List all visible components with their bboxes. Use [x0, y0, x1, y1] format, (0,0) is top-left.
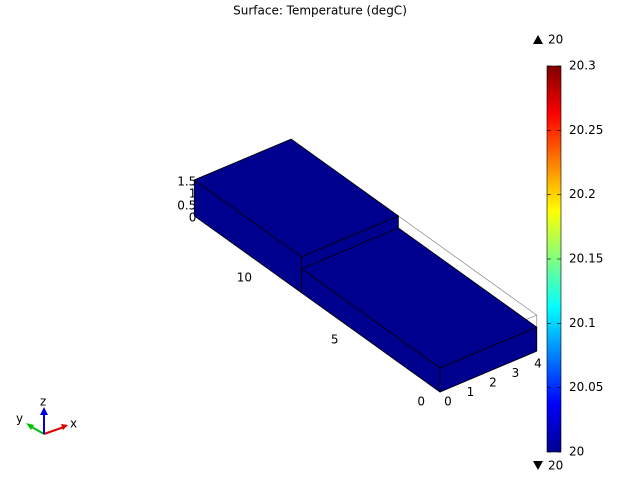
y-tick-label: 5 — [331, 332, 339, 346]
colorbar-min: 20 — [548, 459, 563, 473]
x-tick-label: 4 — [534, 357, 542, 371]
z-tick-label: 0 — [189, 210, 197, 224]
colorbar-tick-label: 20.3 — [569, 59, 596, 73]
z-tick-label: 0.5 — [177, 198, 196, 212]
axis-triad: x y z — [16, 395, 77, 435]
colorbar-tick-label: 20 — [569, 445, 584, 459]
x-tick-label: 1 — [467, 385, 475, 399]
x-tick-label: 0 — [444, 395, 452, 409]
triad-label: x — [70, 417, 77, 431]
y-tick-label: 0 — [417, 394, 425, 408]
triad-x — [43, 426, 65, 435]
triad-label: z — [40, 395, 46, 409]
triad-label: y — [16, 412, 23, 426]
surface-face — [439, 326, 538, 393]
chart-title: Surface: Temperature (degC) — [233, 4, 407, 18]
colorbar-tick-label: 20.05 — [569, 380, 603, 394]
colorbar-tick-label: 20.15 — [569, 252, 603, 266]
x-tick-label: 2 — [489, 376, 497, 390]
colorbar-tick-label: 20.25 — [569, 123, 603, 137]
max-marker — [533, 35, 543, 44]
colorbar-max: 20 — [548, 33, 563, 47]
triad-y-head — [26, 423, 34, 430]
min-marker — [533, 461, 543, 470]
y-tick-label: 10 — [237, 270, 252, 284]
colorbar-tick-label: 20.1 — [569, 316, 596, 330]
triad-x-head — [61, 424, 68, 430]
triad-z-head — [40, 407, 48, 415]
colorbar-tick-label: 20.2 — [569, 187, 596, 201]
z-tick-label: 1 — [189, 186, 197, 200]
x-tick-label: 3 — [512, 366, 520, 380]
z-tick-label: 1.5 — [177, 174, 196, 188]
